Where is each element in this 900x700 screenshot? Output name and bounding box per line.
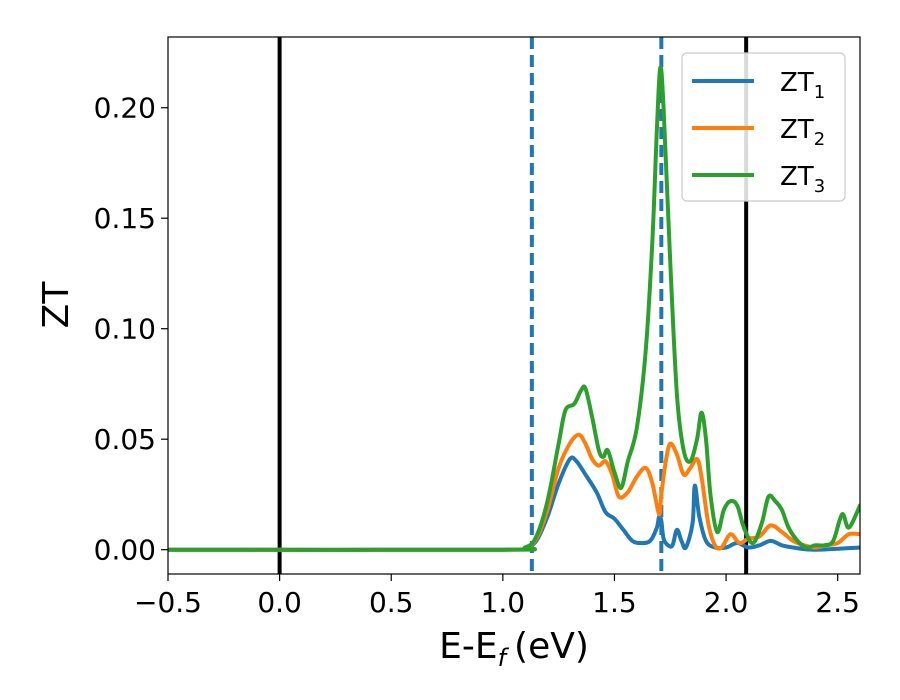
axes-frame xyxy=(167,36,861,575)
x-tick-label: 2.5 xyxy=(815,586,860,619)
series-line-zt3 xyxy=(168,65,860,552)
y-tick-label: 0.10 xyxy=(94,313,156,346)
legend-label-zt1: ZT1 xyxy=(780,68,825,103)
x-tick-label: 1.5 xyxy=(592,586,637,619)
legend-label-zt2: ZT2 xyxy=(780,115,825,150)
y-axis-title: ZT xyxy=(36,281,77,329)
x-tick-label: −0.5 xyxy=(134,586,202,619)
series-line-zt2 xyxy=(168,432,860,552)
legend-box xyxy=(681,52,846,202)
x-tick-label: 1.0 xyxy=(481,586,526,619)
x-tick-label: 0.0 xyxy=(257,586,302,619)
x-tick-label: 0.5 xyxy=(369,586,414,619)
y-tick-label: 0.05 xyxy=(94,423,156,456)
x-axis-title-main: E-E xyxy=(439,626,497,667)
y-tick-label: 0.00 xyxy=(94,534,156,567)
x-axis-title: E-Ef (eV) xyxy=(439,626,589,672)
x-axis-title-unit: (eV) xyxy=(514,626,589,667)
y-tick-label: 0.20 xyxy=(94,92,156,125)
x-axis-title-subscript: f xyxy=(498,644,510,672)
y-tick-label: 0.15 xyxy=(94,202,156,235)
legend: ZT1 ZT2 ZT3 xyxy=(681,52,846,202)
x-tick-label: 2.0 xyxy=(704,586,749,619)
legend-label-zt3: ZT3 xyxy=(780,162,825,197)
